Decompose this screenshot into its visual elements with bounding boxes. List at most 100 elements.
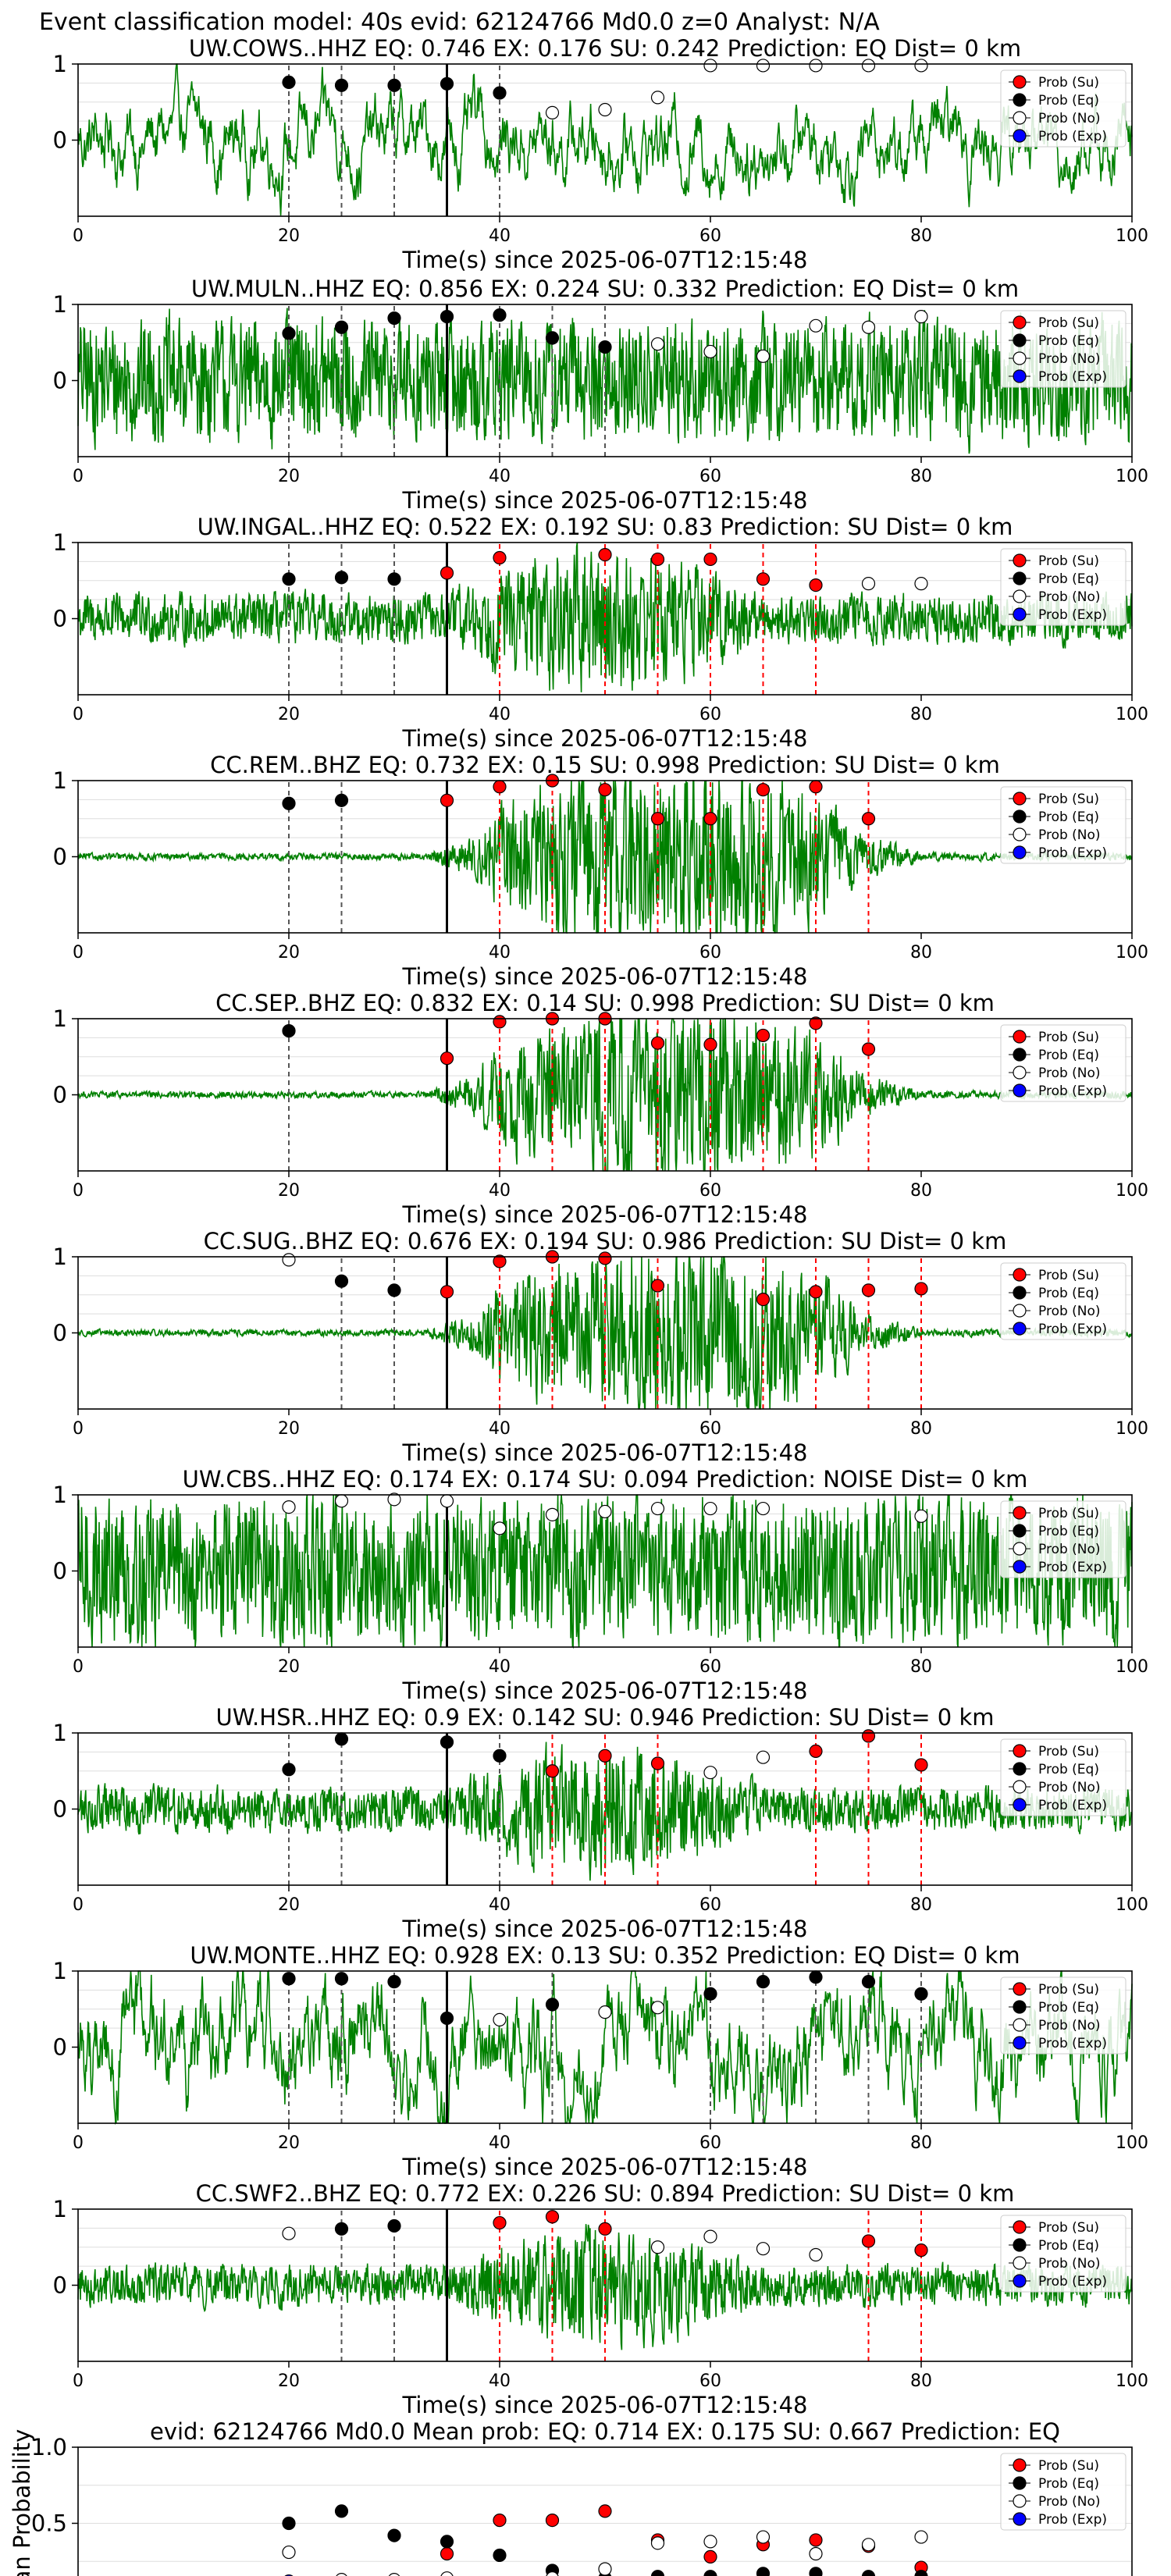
- prob-point-no: [598, 2005, 612, 2019]
- prob-point-su: [650, 552, 665, 567]
- prob-point-eq: [334, 78, 349, 92]
- prob-point-su: [756, 1028, 771, 1043]
- prob-point-su: [598, 2222, 612, 2236]
- prob-point-eq: [703, 1987, 717, 2001]
- prob-point-eq: [493, 1749, 507, 1763]
- prob-point-eq: [282, 1972, 296, 1986]
- y-tick-label: 1: [53, 51, 67, 77]
- legend-label: Prob (No): [1038, 351, 1101, 367]
- x-tick-label: 40: [489, 705, 511, 724]
- figure-suptitle: Event classification model: 40s evid: 62…: [39, 9, 880, 36]
- y-tick-label: 1: [53, 1005, 67, 1032]
- mean-point-su: [440, 2546, 454, 2561]
- y-tick-label: 0: [53, 1082, 67, 1108]
- waveform-trace: [77, 63, 1133, 216]
- y-tick-label: 1: [53, 1720, 67, 1746]
- legend-label: Prob (Eq): [1038, 2476, 1099, 2492]
- legend-marker-exp: [1013, 2036, 1027, 2050]
- prob-point-su: [440, 1051, 454, 1066]
- legend-box: [1000, 1500, 1127, 1578]
- legend-box: [1000, 1976, 1127, 2055]
- mean-point-no: [336, 2573, 347, 2576]
- mean-point-eq: [809, 2567, 823, 2576]
- x-tick-label: 20: [278, 1895, 300, 1915]
- panel-title: CC.SUG..BHZ EQ: 0.676 EX: 0.194 SU: 0.98…: [204, 1228, 1007, 1254]
- mean-point-eq: [493, 2548, 507, 2563]
- prob-point-eq: [493, 86, 507, 100]
- legend-label: Prob (No): [1038, 2494, 1101, 2510]
- x-tick-label: 0: [73, 226, 84, 246]
- mean-point-eq: [650, 2570, 665, 2576]
- legend-marker-no: [1013, 589, 1027, 603]
- legend-label: Prob (Exp): [1038, 607, 1107, 623]
- panel-title: UW.COWS..HHZ EQ: 0.746 EX: 0.176 SU: 0.2…: [189, 35, 1021, 62]
- y-tick-label: 1: [53, 1244, 67, 1270]
- panel-title: UW.CBS..HHZ EQ: 0.174 EX: 0.174 SU: 0.09…: [183, 1466, 1028, 1493]
- prob-point-eq: [914, 1987, 928, 2001]
- prob-point-no: [703, 1501, 717, 1516]
- x-tick-label: 80: [910, 1657, 932, 1677]
- legend-box: [1000, 548, 1127, 626]
- prob-point-no: [282, 2226, 296, 2240]
- legend-marker-eq: [1013, 809, 1027, 824]
- prob-point-eq: [545, 1998, 560, 2012]
- x-tick-label: 0: [73, 2371, 84, 2391]
- prob-point-no: [809, 318, 823, 333]
- legend-label: Prob (Exp): [1038, 2274, 1107, 2290]
- mean-point-su: [703, 2549, 717, 2564]
- legend-marker-su: [1013, 1982, 1027, 1996]
- legend-label: Prob (Su): [1038, 75, 1099, 91]
- x-tick-label: 80: [910, 943, 932, 962]
- waveform-trace: [77, 1256, 1133, 1410]
- prob-point-su: [914, 2243, 928, 2258]
- panel-8: UW.HSR..HHZ EQ: 0.9 EX: 0.142 SU: 0.946 …: [53, 1704, 1148, 1942]
- x-tick-label: 40: [489, 1181, 511, 1201]
- legend-label: Prob (Exp): [1038, 845, 1107, 861]
- legend-label: Prob (Eq): [1038, 571, 1099, 587]
- legend-label: Prob (Eq): [1038, 1286, 1099, 1301]
- x-tick-label: 20: [278, 226, 300, 246]
- legend-marker-eq: [1013, 1286, 1027, 1300]
- x-tick-label: 40: [489, 226, 511, 246]
- x-tick-label: 0: [73, 705, 84, 724]
- x-tick-label: 60: [699, 943, 721, 962]
- prob-point-eq: [282, 796, 296, 810]
- panel-title: evid: 62124766 Md0.0 Mean prob: EQ: 0.71…: [150, 2418, 1060, 2445]
- prob-point-no: [703, 59, 717, 73]
- prob-point-eq: [282, 326, 296, 340]
- prob-point-no: [756, 349, 771, 363]
- mean-point-no: [861, 2538, 876, 2552]
- prob-point-su: [861, 1042, 876, 1056]
- legend-marker-no: [1013, 1066, 1027, 1080]
- x-tick-label: 0: [73, 1419, 84, 1439]
- y-tick-label: 1.0: [31, 2434, 67, 2460]
- x-tick-label: 60: [699, 226, 721, 246]
- prob-point-su: [914, 1758, 928, 1772]
- panel-title: UW.MONTE..HHZ EQ: 0.928 EX: 0.13 SU: 0.3…: [190, 1942, 1020, 1969]
- prob-point-eq: [334, 1972, 349, 1986]
- mean-point-su: [598, 2504, 612, 2518]
- mean-point-no: [440, 2571, 454, 2576]
- legend-label: Prob (Su): [1038, 1030, 1099, 1045]
- prob-point-su: [756, 783, 771, 797]
- prob-point-eq: [282, 75, 296, 90]
- prob-point-su: [545, 2210, 560, 2224]
- prob-point-su: [440, 1285, 454, 1299]
- prob-point-su: [493, 780, 507, 794]
- legend-marker-eq: [1013, 333, 1027, 347]
- prob-point-su: [650, 1279, 665, 1293]
- x-tick-label: 100: [1116, 705, 1148, 724]
- panel-5: CC.SEP..BHZ EQ: 0.832 EX: 0.14 SU: 0.998…: [53, 990, 1148, 1228]
- legend-label: Prob (Exp): [1038, 1322, 1107, 1337]
- prob-point-no: [282, 1500, 296, 1514]
- panel-6: CC.SUG..BHZ EQ: 0.676 EX: 0.194 SU: 0.98…: [53, 1228, 1148, 1466]
- panel-title: UW.HSR..HHZ EQ: 0.9 EX: 0.142 SU: 0.946 …: [215, 1704, 994, 1731]
- prob-point-no: [493, 1521, 507, 1535]
- panels: UW.COWS..HHZ EQ: 0.746 EX: 0.176 SU: 0.2…: [9, 35, 1148, 2576]
- x-tick-label: 40: [489, 467, 511, 486]
- prob-point-su: [703, 552, 717, 567]
- legend-label: Prob (Eq): [1038, 333, 1099, 349]
- x-axis-label: Time(s) since 2025-06-07T12:15:48: [402, 1201, 808, 1228]
- legend-label: Prob (Su): [1038, 1982, 1099, 1998]
